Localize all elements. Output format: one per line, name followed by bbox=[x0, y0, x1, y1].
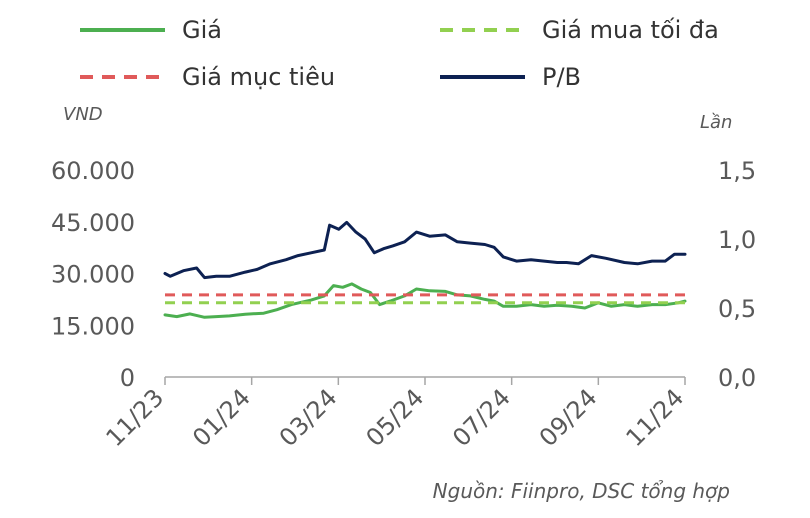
left-tick-label: 30.000 bbox=[51, 261, 135, 289]
legend-label-gia-mua-toi-da: Giá mua tối đa bbox=[542, 16, 719, 44]
legend-label-gia-muc-tieu: Giá mục tiêu bbox=[182, 63, 335, 91]
left-tick-label: 60.000 bbox=[51, 157, 135, 185]
x-tick-label: 05/24 bbox=[361, 383, 430, 452]
series-line-p-b bbox=[163, 220, 687, 280]
x-tick-label: 09/24 bbox=[534, 383, 603, 452]
right-axis-label: Lần bbox=[700, 112, 732, 133]
left-axis-label: VND bbox=[63, 104, 103, 125]
legend-label-p-b: P/B bbox=[542, 63, 581, 91]
legend-label-gia: Giá bbox=[182, 16, 222, 44]
legend-item-p-b: P/B bbox=[440, 63, 581, 91]
right-tick-label: 0,0 bbox=[718, 364, 756, 392]
left-axis-ticks: 0 15.000 30.000 45.000 60.000 bbox=[51, 157, 135, 392]
right-axis-ticks: 0,0 0,5 1,0 1,5 bbox=[718, 157, 756, 392]
plot-area bbox=[163, 220, 687, 319]
right-tick-label: 1,0 bbox=[718, 226, 756, 254]
x-tick-label: 11/23 bbox=[101, 383, 170, 452]
x-tick-label: 03/24 bbox=[274, 383, 343, 452]
left-tick-label: 45.000 bbox=[51, 209, 135, 237]
source-note: Nguồn: Fiinpro, DSC tổng hợp bbox=[433, 479, 730, 503]
legend-item-gia-muc-tieu: Giá mục tiêu bbox=[80, 63, 335, 91]
legend: Giá Giá mua tối đa Giá mục tiêu P/B bbox=[80, 16, 719, 91]
x-tick-label: 01/24 bbox=[187, 383, 256, 452]
left-tick-label: 0 bbox=[120, 364, 135, 392]
right-tick-label: 1,5 bbox=[718, 157, 756, 185]
left-tick-label: 15.000 bbox=[51, 312, 135, 340]
x-tick-label: 11/24 bbox=[621, 383, 690, 452]
right-tick-label: 0,5 bbox=[718, 295, 756, 323]
x-axis: 11/23 01/24 03/24 05/24 07/24 09/24 11/24 bbox=[101, 376, 690, 452]
series-line-gia bbox=[163, 282, 687, 319]
legend-item-gia: Giá bbox=[80, 16, 222, 44]
x-tick-label: 07/24 bbox=[447, 383, 516, 452]
legend-item-gia-mua-toi-da: Giá mua tối đa bbox=[440, 16, 719, 44]
